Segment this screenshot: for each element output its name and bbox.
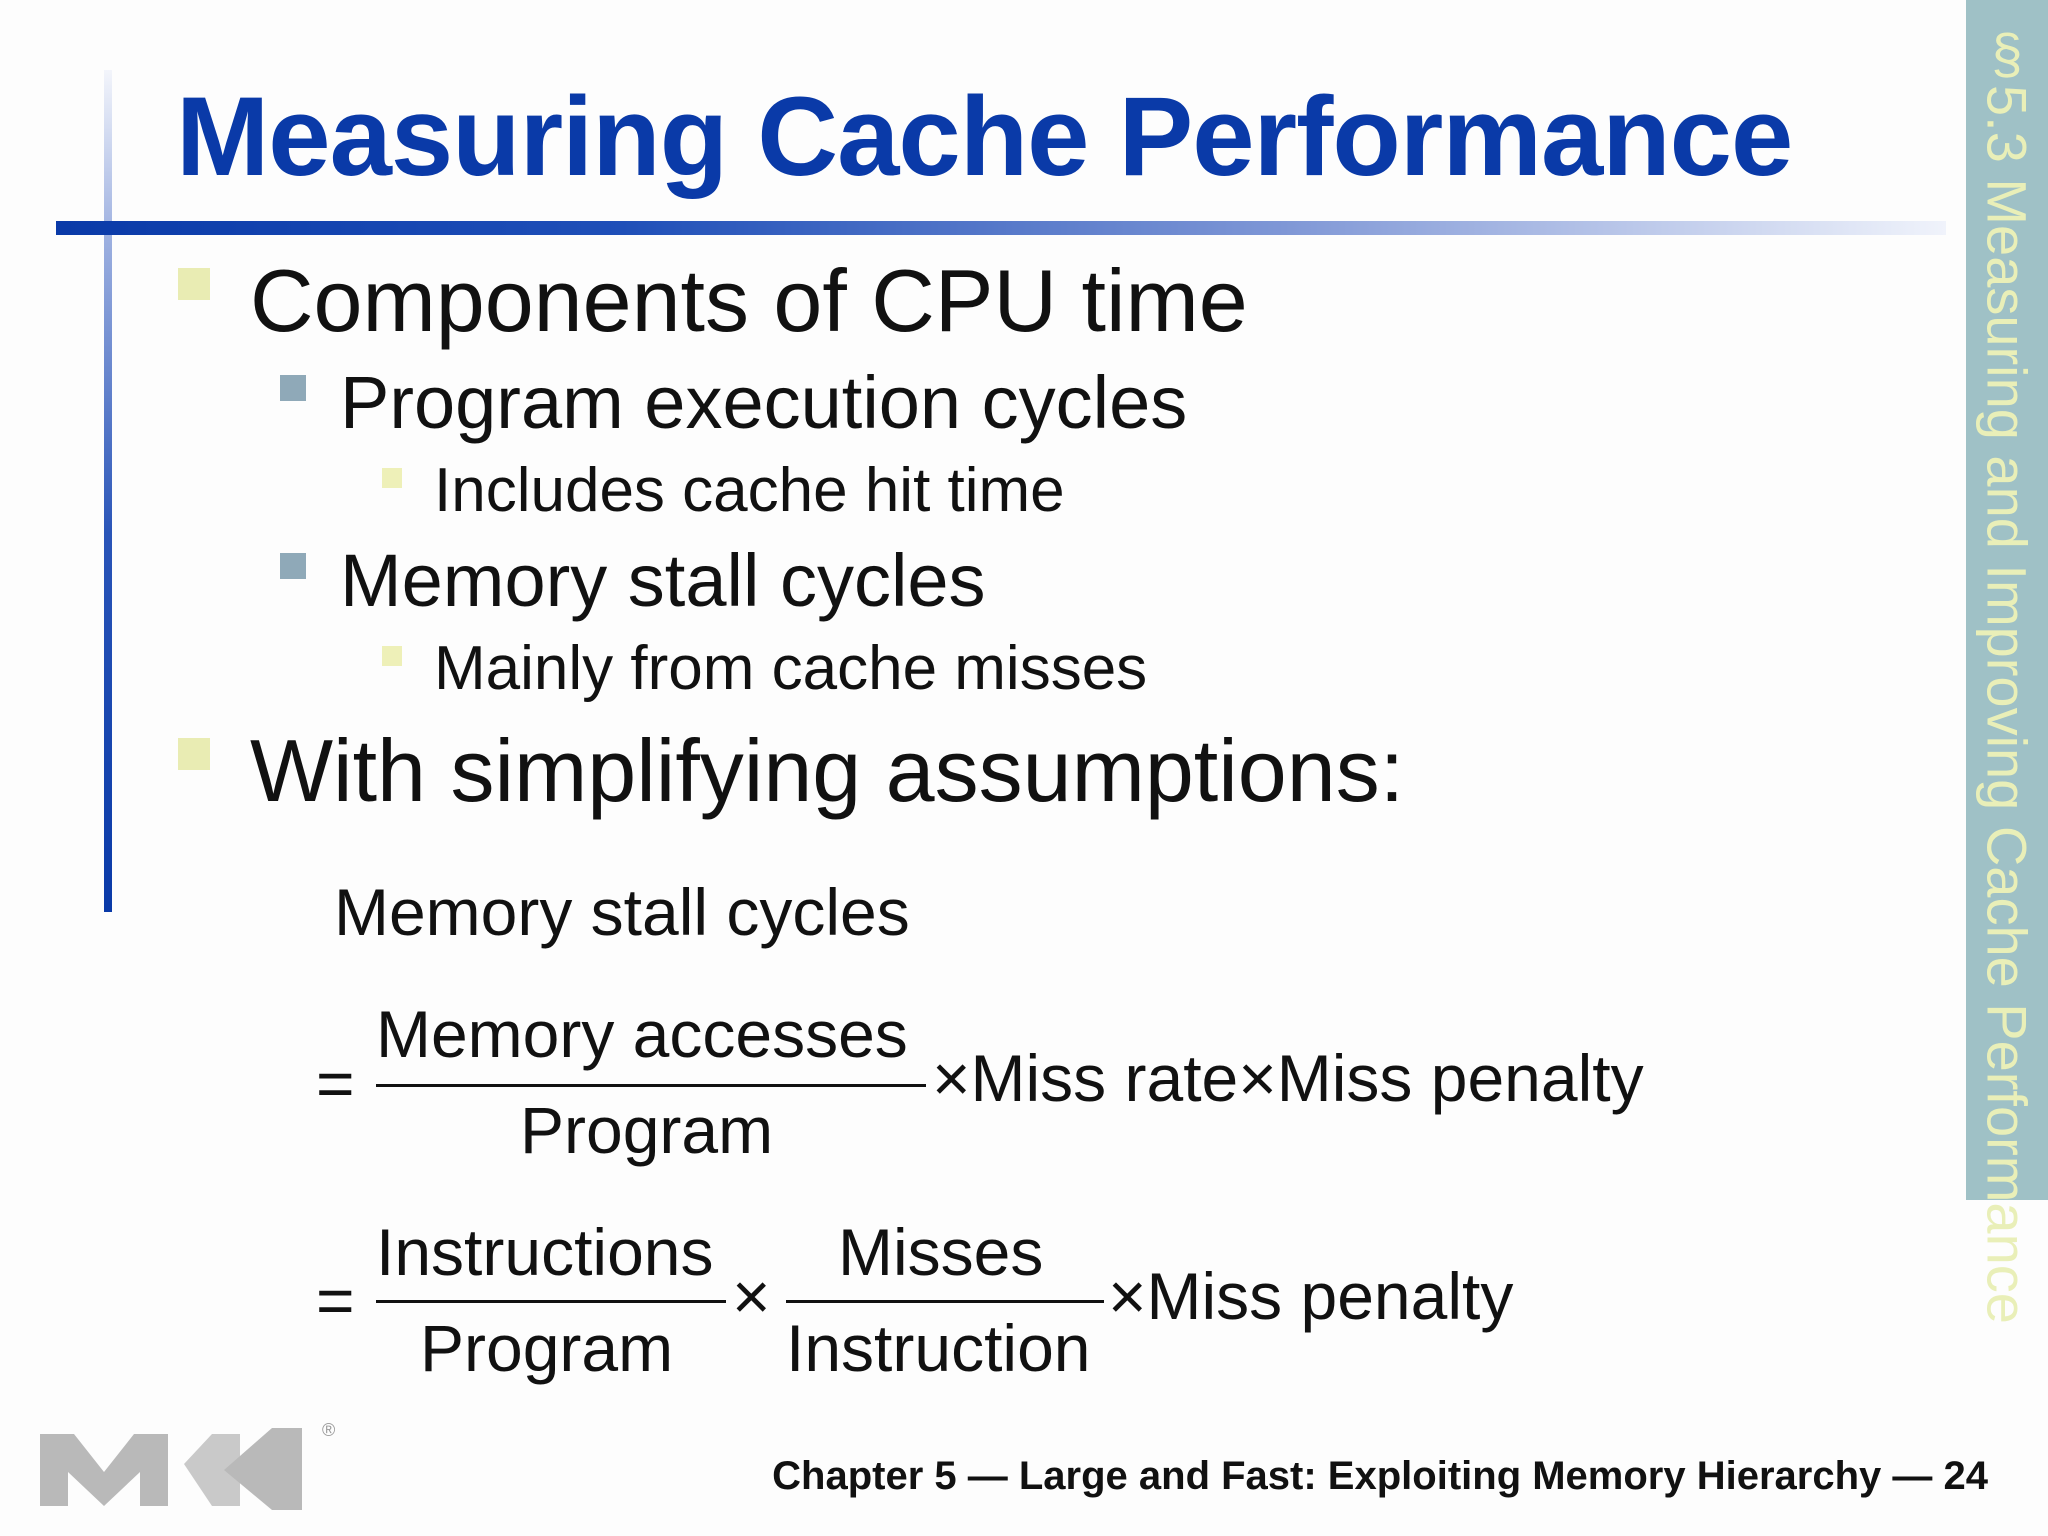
bullet-square-icon bbox=[382, 645, 402, 666]
title-underline bbox=[56, 221, 1946, 235]
fraction-bar bbox=[786, 1300, 1104, 1303]
bullet-text: Program execution cycles bbox=[340, 361, 1188, 444]
fraction-bar bbox=[376, 1300, 726, 1303]
bullet-text: Includes cache hit time bbox=[434, 456, 1065, 525]
equals-sign: = bbox=[316, 1263, 355, 1337]
fraction-bar bbox=[376, 1084, 926, 1087]
bullet-level3: Includes cache hit time bbox=[382, 455, 1065, 526]
bullet-square-icon bbox=[280, 552, 306, 579]
denominator-program: Program bbox=[520, 1093, 774, 1167]
slide-title: Measuring Cache Performance bbox=[176, 74, 1793, 199]
bullet-square-icon bbox=[280, 374, 306, 401]
denominator-instruction: Instruction bbox=[786, 1311, 1091, 1385]
line1-rest: ×Miss rate×Miss penalty bbox=[932, 1041, 1644, 1115]
times-sign: × bbox=[732, 1259, 771, 1333]
bullet-text: Components of CPU time bbox=[250, 251, 1248, 350]
bullet-square-icon bbox=[178, 738, 210, 770]
left-accent-rule bbox=[104, 70, 112, 912]
numerator-instructions: Instructions bbox=[376, 1215, 714, 1289]
section-tab bbox=[1966, 0, 2048, 1200]
bullet-text: Memory stall cycles bbox=[340, 539, 986, 622]
bullet-square-icon bbox=[178, 268, 210, 300]
equation-lhs: Memory stall cycles bbox=[334, 875, 910, 949]
registered-mark: ® bbox=[322, 1420, 335, 1440]
bullet-level1: With simplifying assumptions: bbox=[178, 720, 1404, 822]
bullet-level2: Memory stall cycles bbox=[280, 538, 986, 623]
numerator-memory-accesses: Memory accesses bbox=[376, 997, 908, 1071]
mk-logo: ® bbox=[40, 1420, 340, 1520]
slide-footer: Chapter 5 — Large and Fast: Exploiting M… bbox=[772, 1454, 1988, 1498]
bullet-level3: Mainly from cache misses bbox=[382, 633, 1147, 704]
mk-logo-icon: ® bbox=[40, 1420, 335, 1510]
bullet-square-icon bbox=[382, 467, 402, 488]
bullet-level2: Program execution cycles bbox=[280, 360, 1187, 445]
numerator-misses: Misses bbox=[838, 1215, 1044, 1289]
section-tab-label: §5.3 Measuring and Improving Cache Perfo… bbox=[1975, 22, 2039, 1324]
bullet-text: With simplifying assumptions: bbox=[250, 721, 1405, 820]
equals-sign: = bbox=[316, 1046, 355, 1120]
line2-rest: ×Miss penalty bbox=[1108, 1259, 1514, 1333]
bullet-level1: Components of CPU time bbox=[178, 250, 1248, 352]
bullet-text: Mainly from cache misses bbox=[434, 634, 1148, 703]
denominator-program: Program bbox=[420, 1311, 674, 1385]
